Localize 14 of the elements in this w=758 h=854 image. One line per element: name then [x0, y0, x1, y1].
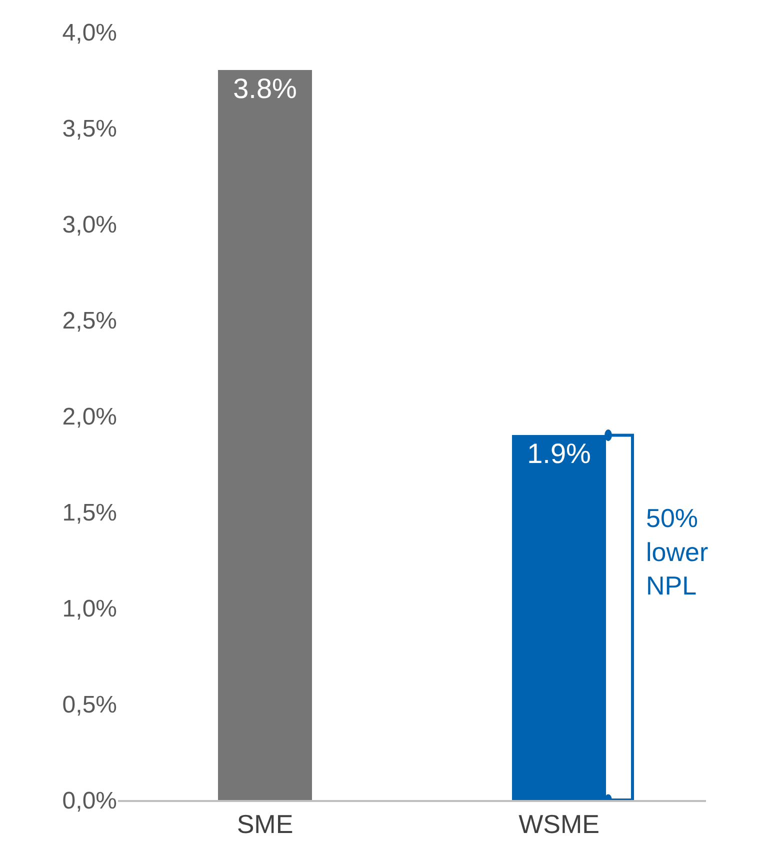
y-tick-label: 2,5% — [62, 307, 117, 334]
y-tick-label: 0,0% — [62, 787, 117, 814]
y-tick-label: 4,0% — [62, 19, 117, 46]
y-tick-label: 1,0% — [62, 595, 117, 622]
y-tick-label: 0,5% — [62, 691, 117, 718]
x-tick-label: SME — [236, 808, 294, 839]
x-tick-label: WSME — [518, 808, 600, 839]
y-tick-label: 1,5% — [62, 499, 117, 526]
y-tick-label: 3,0% — [62, 211, 117, 238]
y-tick-label: 2,0% — [62, 403, 117, 430]
y-tick-label: 3,5% — [62, 115, 117, 142]
data-label: 3.8% — [233, 73, 297, 104]
data-label: 1.9% — [527, 438, 591, 469]
annotation: 50% lower NPL — [646, 503, 708, 601]
